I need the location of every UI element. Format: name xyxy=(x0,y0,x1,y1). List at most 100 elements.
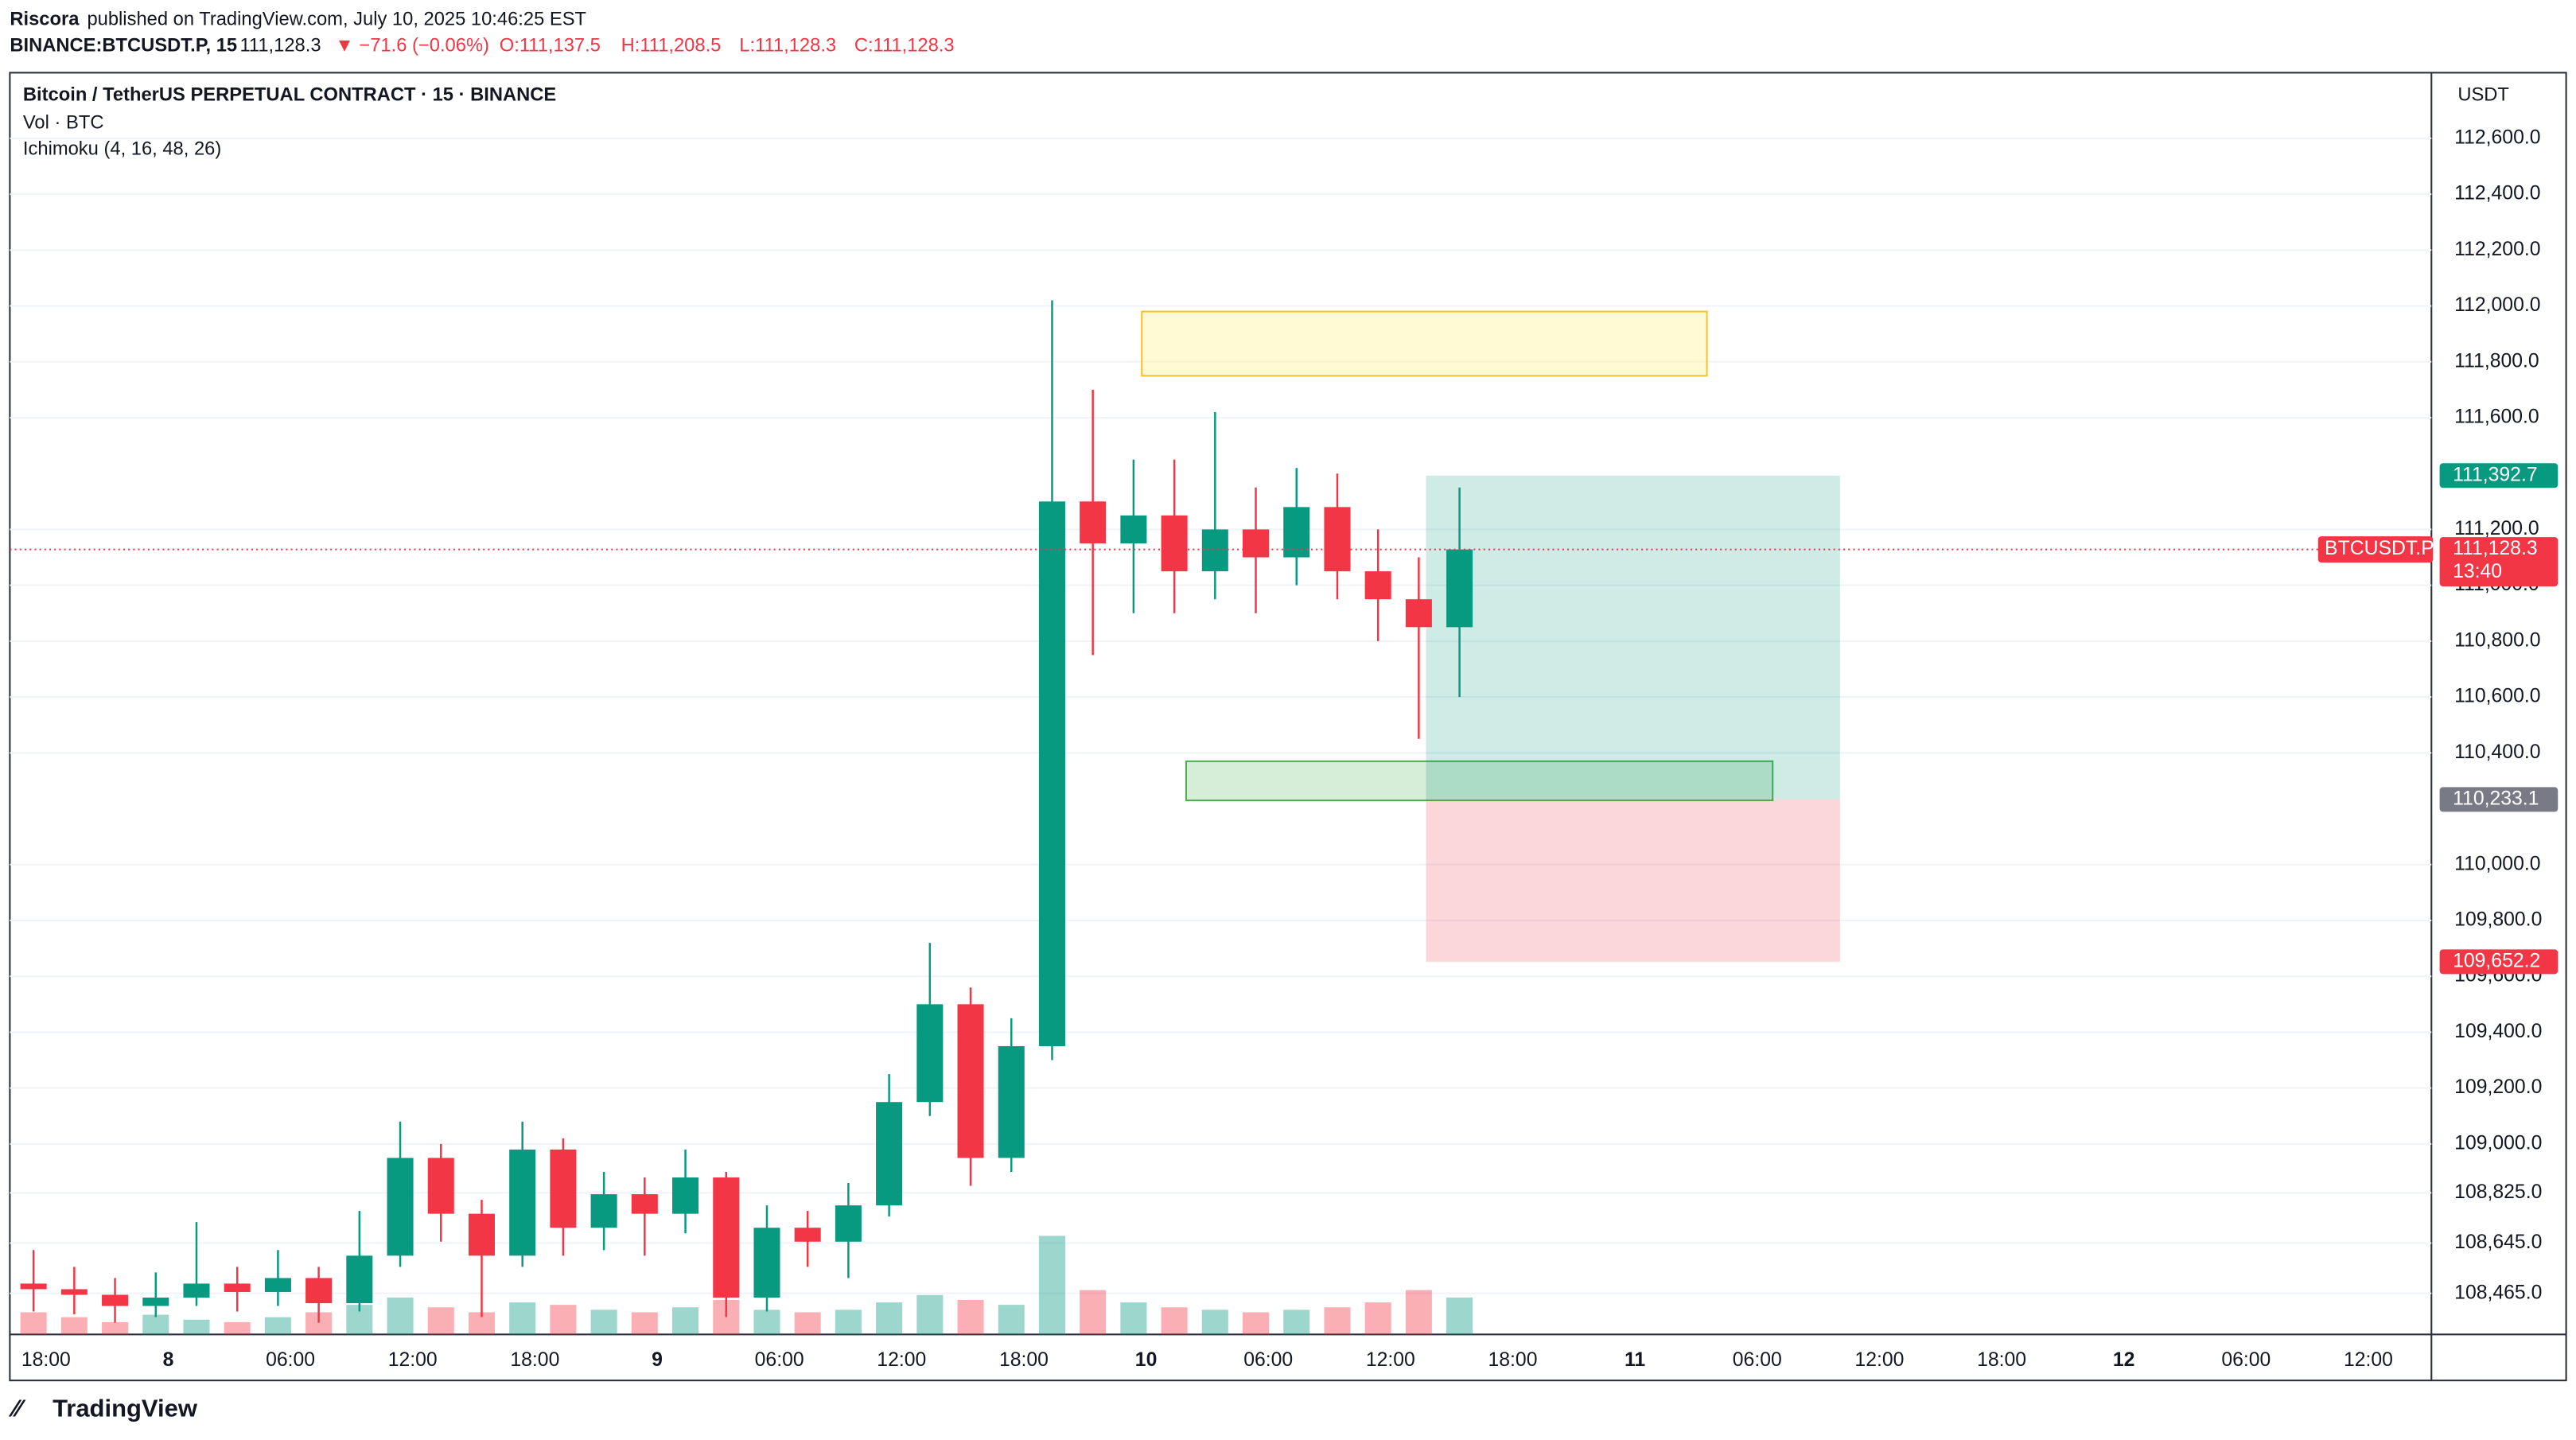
author: Riscora xyxy=(10,10,80,30)
x-tick-label: 06:00 xyxy=(755,1349,804,1371)
volume-bar xyxy=(753,1310,780,1335)
volume-bar xyxy=(1201,1310,1228,1335)
x-tick-label: 12 xyxy=(2113,1349,2135,1371)
y-tick-label: 109,800.0 xyxy=(2454,909,2542,931)
candle-body xyxy=(60,1289,88,1295)
price-label: 109,652.2 xyxy=(2453,950,2540,971)
low: L:111,128.3 xyxy=(739,36,836,56)
candle-body xyxy=(998,1045,1025,1158)
candle-body xyxy=(590,1194,617,1228)
y-tick-label: 112,000.0 xyxy=(2454,294,2540,316)
high: H:111,208.5 xyxy=(621,36,722,56)
x-tick-label: 06:00 xyxy=(266,1349,315,1371)
brand-logo: ⁄⁄ xyxy=(9,1395,26,1422)
y-tick-label: 112,400.0 xyxy=(2454,183,2540,204)
candle-body xyxy=(916,1004,944,1103)
volume-bar xyxy=(1038,1236,1065,1335)
target-area xyxy=(1426,475,1840,800)
open: O:111,137.5 xyxy=(500,36,601,56)
y-tick-label: 108,645.0 xyxy=(2454,1232,2542,1253)
y-tick-label: 111,800.0 xyxy=(2454,350,2539,372)
volume-bar xyxy=(224,1321,251,1335)
candle-body xyxy=(183,1283,210,1298)
close: C:111,128.3 xyxy=(854,36,955,56)
y-tick-label: 111,600.0 xyxy=(2454,407,2539,428)
candle-body xyxy=(1038,501,1065,1046)
x-tick-label: 06:00 xyxy=(1243,1349,1293,1371)
candle-body xyxy=(794,1228,821,1242)
candle-body xyxy=(346,1255,373,1304)
countdown: 13:40 xyxy=(2453,561,2502,582)
volume-bar xyxy=(1446,1297,1473,1335)
indicator: Ichimoku (4, 16, 48, 26) xyxy=(23,139,221,160)
symbol-label-box xyxy=(2317,536,2434,563)
volume-bar xyxy=(1283,1310,1310,1335)
x-tick-label: 18:00 xyxy=(999,1349,1049,1371)
volume-bar xyxy=(998,1305,1025,1335)
y-tick-label: 110,800.0 xyxy=(2454,629,2540,651)
candle-body xyxy=(835,1205,862,1242)
volume-bar xyxy=(1364,1302,1391,1335)
volume-bar xyxy=(876,1302,903,1335)
candle-body xyxy=(427,1158,454,1214)
volume-bar xyxy=(1161,1307,1188,1335)
x-tick-label: 12:00 xyxy=(1366,1349,1415,1371)
candle-body xyxy=(713,1177,740,1298)
candle-body xyxy=(957,1004,984,1158)
candle-body xyxy=(1243,529,1270,558)
candle-body xyxy=(1120,515,1147,543)
volume-bar xyxy=(794,1312,821,1335)
stop-area xyxy=(1426,799,1840,962)
candle-body xyxy=(20,1283,47,1290)
volume-bar xyxy=(1405,1290,1432,1335)
candle-body xyxy=(468,1213,495,1256)
published: published on TradingView.com, July 10, 2… xyxy=(87,10,586,30)
volume-bar xyxy=(1243,1312,1270,1335)
y-tick-label: 110,400.0 xyxy=(2454,741,2540,763)
price-label-box xyxy=(2439,463,2558,488)
price-label: 111,392.7 xyxy=(2453,464,2538,485)
y-tick-label: 108,825.0 xyxy=(2454,1181,2542,1203)
candle-body xyxy=(1324,507,1351,572)
symbol: BINANCE:BTCUSDT.P, 15 xyxy=(10,36,237,56)
chart-title: Bitcoin / TetherUS PERPETUAL CONTRACT · … xyxy=(23,85,556,106)
y-tick-label: 108,465.0 xyxy=(2454,1282,2542,1303)
volume-bar xyxy=(20,1312,47,1335)
candle-body xyxy=(550,1149,577,1228)
x-tick-label: 18:00 xyxy=(1977,1349,2026,1371)
volume-bar xyxy=(957,1299,984,1335)
volume-bar xyxy=(550,1305,577,1335)
brand: TradingView xyxy=(53,1395,198,1422)
candle-body xyxy=(672,1177,699,1214)
candle-body xyxy=(876,1102,903,1206)
volume-bar xyxy=(142,1314,169,1335)
volume-bar xyxy=(264,1317,291,1335)
candle-body xyxy=(387,1158,414,1256)
candle-body xyxy=(1364,571,1391,600)
y-tick-label: 112,600.0 xyxy=(2454,126,2540,148)
candle-body xyxy=(305,1278,333,1304)
price-label: 111,128.3 xyxy=(2453,538,2538,559)
x-tick-label: 8 xyxy=(163,1349,174,1371)
change: ▼ −71.6 (−0.06%) xyxy=(335,36,489,56)
volume-bar xyxy=(427,1307,454,1335)
volume-bar xyxy=(509,1302,536,1335)
x-tick-label: 18:00 xyxy=(1488,1349,1538,1371)
y-tick-label: 110,000.0 xyxy=(2454,853,2540,874)
volume-bar xyxy=(1120,1302,1147,1335)
y-tick-label: 111,200.0 xyxy=(2454,518,2539,539)
price-label-box xyxy=(2439,949,2558,975)
y-tick-label: 112,200.0 xyxy=(2454,239,2540,260)
candle-body xyxy=(102,1294,129,1306)
candle-body xyxy=(1080,501,1107,543)
y-tick-label: 109,000.0 xyxy=(2454,1132,2542,1154)
volume-bar xyxy=(590,1310,617,1335)
candle-body xyxy=(1405,599,1432,628)
x-tick-label: 18:00 xyxy=(510,1349,559,1371)
volume-bar xyxy=(672,1307,699,1335)
indicator: Vol · BTC xyxy=(23,113,104,134)
x-tick-label: 06:00 xyxy=(1733,1349,1782,1371)
candle-body xyxy=(142,1297,169,1306)
y-tick-label: 109,200.0 xyxy=(2454,1076,2542,1098)
volume-bar xyxy=(60,1317,88,1335)
